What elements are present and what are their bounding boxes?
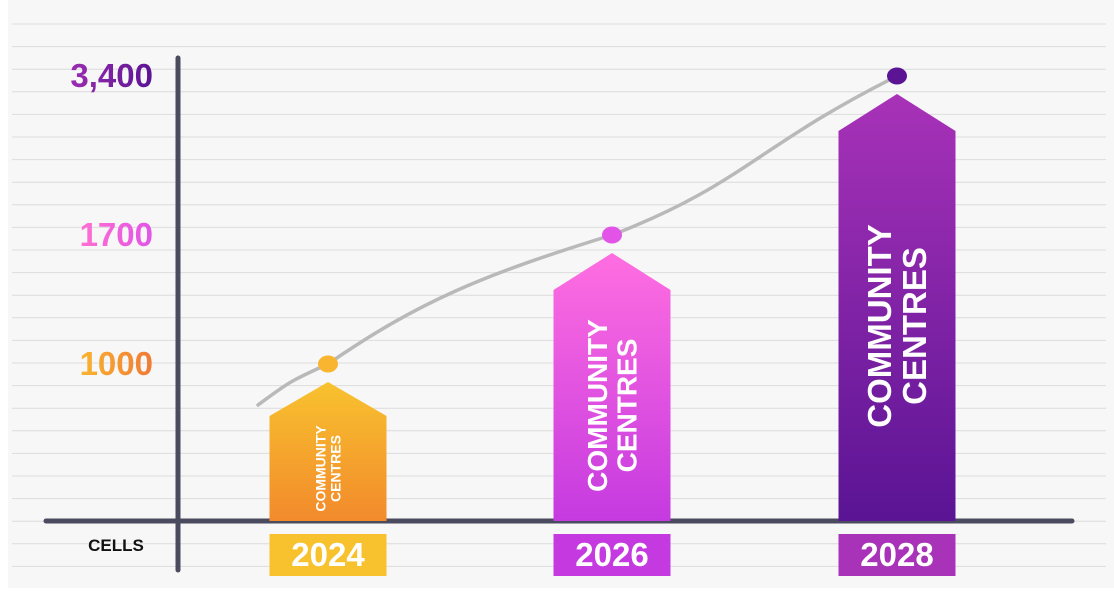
x-tick-2026: 2026 <box>553 534 671 576</box>
bar-label-2024: COMMUNITYCENTRES <box>313 425 344 512</box>
point-marker-2026 <box>602 226 622 244</box>
point-marker-2028 <box>887 67 907 85</box>
x-axis-label: CELLS <box>88 536 144 555</box>
bar-2026 <box>553 253 671 521</box>
x-tick-label: 2028 <box>860 536 933 573</box>
x-tick-2024: 2024 <box>269 534 387 576</box>
x-tick-box <box>838 534 956 576</box>
x-tick-label: 2024 <box>291 536 365 573</box>
x-tick-2028: 2028 <box>838 534 956 576</box>
y-tick-label-3400: 3,400 <box>70 57 153 94</box>
bar-2024 <box>269 382 387 521</box>
point-marker-2024 <box>318 355 338 373</box>
x-tick-box <box>269 534 387 576</box>
x-tick-label: 2026 <box>575 536 648 573</box>
y-tick-label-1000: 1000 <box>80 345 153 382</box>
y-tick-label-1700: 1700 <box>80 216 153 253</box>
bar-label-2026: COMMUNITYCENTRES <box>582 319 642 492</box>
bar-2028 <box>838 94 956 521</box>
bar-label-2028: COMMUNITYCENTRES <box>861 224 933 427</box>
trend-line <box>256 74 899 407</box>
x-tick-box <box>553 534 671 576</box>
